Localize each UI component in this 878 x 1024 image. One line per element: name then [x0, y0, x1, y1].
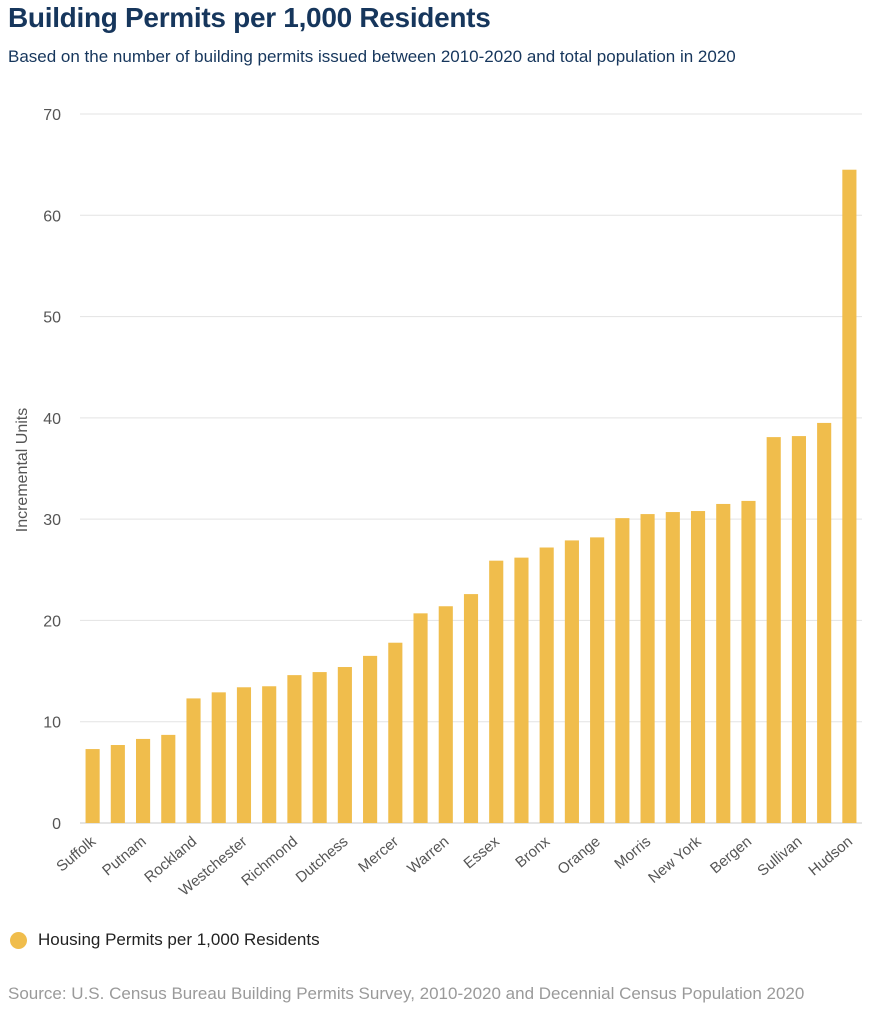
y-tick-label: 70	[43, 107, 61, 124]
bar	[337, 667, 352, 823]
bar	[438, 606, 453, 823]
bar	[766, 437, 781, 823]
bar	[791, 436, 806, 823]
bar	[287, 675, 302, 823]
y-tick-label: 20	[43, 613, 61, 630]
bar	[85, 749, 100, 823]
legend-label: Housing Permits per 1,000 Residents	[38, 930, 320, 949]
bars	[85, 169, 857, 823]
bar	[363, 655, 378, 823]
bar	[262, 686, 277, 823]
x-tick-label: Dutchess	[293, 833, 352, 886]
legend-swatch	[10, 931, 27, 949]
y-tick-label: 0	[52, 816, 61, 833]
x-tick-label: Warren	[404, 833, 452, 877]
bar	[413, 613, 428, 823]
bar	[615, 518, 630, 823]
bar	[186, 698, 201, 823]
bar	[514, 557, 529, 823]
bar	[489, 560, 504, 823]
bar	[690, 511, 706, 823]
y-tick-label: 60	[43, 208, 61, 225]
y-axis-label: Incremental Units	[14, 408, 31, 533]
bar	[665, 512, 680, 823]
source-note: Source: U.S. Census Bureau Building Perm…	[8, 984, 805, 1003]
chart-title: Building Permits per 1,000 Residents	[8, 2, 491, 33]
x-tick-label: Orange	[554, 833, 603, 878]
bar	[741, 500, 756, 823]
x-axis-ticks: Suffolk PutnamRocklandWestchesterRichmond…	[53, 833, 856, 900]
bar	[539, 547, 554, 823]
chart-subtitle: Based on the number of building permits …	[8, 47, 736, 66]
bar	[564, 540, 579, 823]
legend: Housing Permits per 1,000 Residents	[10, 930, 320, 950]
bar	[236, 687, 252, 823]
x-tick-label: Essex	[461, 833, 504, 873]
y-tick-label: 10	[43, 715, 61, 732]
bar	[211, 692, 226, 823]
bar	[312, 672, 327, 823]
x-tick-label: Suffolk	[53, 833, 99, 876]
bar	[463, 594, 479, 823]
x-tick-label: Morris	[611, 833, 654, 873]
x-tick-label: Richmond	[238, 833, 301, 889]
y-tick-label: 50	[43, 310, 61, 327]
x-tick-label: Bergen	[707, 833, 755, 877]
bar	[590, 537, 605, 823]
x-tick-label: Mercer	[355, 833, 402, 876]
x-tick-label: Bronx	[512, 833, 553, 872]
bar-chart: 0 10 20 30 40 50 60 70 Incremental Units Suffol…	[14, 107, 862, 900]
x-tick-label: New York	[645, 833, 705, 887]
y-tick-label: 30	[43, 512, 61, 529]
bar	[161, 734, 176, 823]
bar	[388, 642, 403, 823]
bar	[110, 745, 125, 823]
y-tick-label: 40	[43, 411, 61, 428]
x-tick-label: Sullivan	[754, 833, 805, 880]
y-axis-ticks: 0 10 20 30 40 50 60 70	[43, 107, 61, 833]
x-tick-label: Hudson	[805, 833, 856, 879]
bar	[817, 422, 832, 823]
bar	[136, 738, 151, 823]
bar	[640, 514, 655, 823]
bar	[716, 503, 731, 823]
bar	[842, 169, 857, 823]
